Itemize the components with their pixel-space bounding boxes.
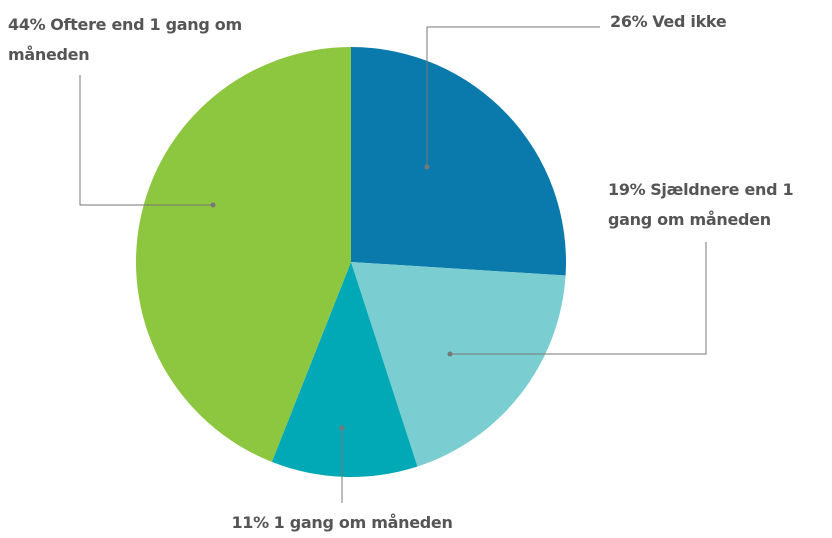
pie-slice: [135, 47, 351, 462]
leader-dot: [210, 202, 216, 208]
leader-line: [450, 242, 707, 355]
slice-label: 19% Sjældnere end 1 gang om måneden: [608, 175, 823, 235]
leader-line: [426, 26, 600, 167]
leader-dot: [339, 425, 345, 431]
category-label: 1 gang om måneden: [273, 513, 453, 532]
pie-slice: [351, 47, 566, 276]
leader-dot: [424, 164, 430, 170]
slice-label: 11% 1 gang om måneden: [192, 508, 492, 538]
slice-label: 44% Oftere end 1 gang om måneden: [8, 10, 298, 70]
leader-dot: [447, 351, 453, 357]
value-label: 19%: [608, 180, 646, 199]
category-label: Sjældnere end 1 gang om måneden: [608, 180, 794, 229]
value-label: 44%: [8, 15, 46, 34]
pie-slice: [271, 262, 418, 477]
pie-slice: [351, 262, 566, 467]
category-label: Ved ikke: [652, 12, 727, 31]
category-label: Oftere end 1 gang om måneden: [8, 15, 242, 64]
slice-label: 26% Ved ikke: [610, 7, 810, 37]
value-label: 26%: [610, 12, 648, 31]
leader-line: [79, 75, 213, 206]
value-label: 11%: [231, 513, 269, 532]
